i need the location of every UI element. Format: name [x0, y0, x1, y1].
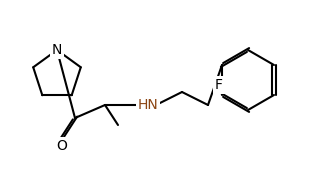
Text: O: O: [57, 139, 67, 153]
Text: HN: HN: [138, 98, 158, 112]
Text: N: N: [52, 43, 62, 57]
Text: F: F: [215, 78, 223, 92]
